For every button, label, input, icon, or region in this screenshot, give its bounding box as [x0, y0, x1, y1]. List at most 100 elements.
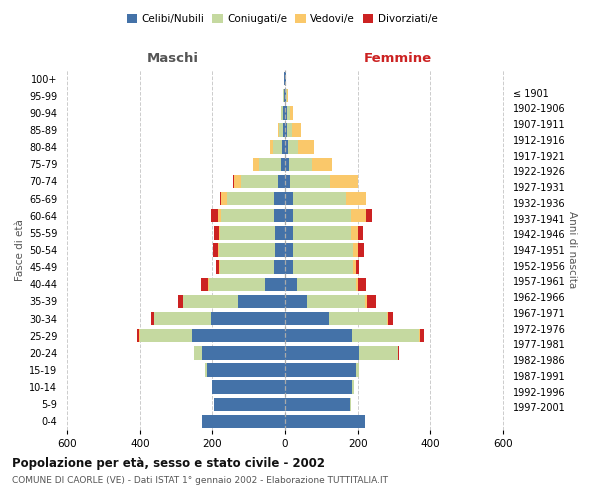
Bar: [285, 244, 293, 256]
Text: Maschi: Maschi: [146, 52, 199, 65]
Bar: [205, 364, 207, 376]
Bar: [218, 226, 220, 239]
Bar: [285, 209, 293, 222]
Bar: [367, 294, 376, 308]
Bar: [194, 346, 202, 360]
Bar: [358, 226, 362, 239]
Bar: [289, 158, 312, 171]
Bar: [279, 124, 283, 136]
Bar: [201, 278, 208, 291]
Bar: [351, 226, 358, 239]
Bar: [352, 380, 354, 394]
Bar: [207, 364, 285, 376]
Bar: [238, 294, 285, 308]
Bar: [353, 244, 358, 256]
Bar: [285, 124, 287, 136]
Y-axis label: Fasce di età: Fasce di età: [14, 219, 25, 281]
Bar: [293, 209, 351, 222]
Bar: [350, 398, 351, 411]
Bar: [202, 346, 285, 360]
Bar: [184, 294, 238, 308]
Bar: [221, 209, 274, 222]
Bar: [285, 89, 286, 102]
Bar: [151, 312, 154, 326]
Bar: [213, 244, 218, 256]
Bar: [293, 244, 353, 256]
Bar: [270, 140, 273, 154]
Bar: [386, 312, 388, 326]
Bar: [281, 158, 285, 171]
Bar: [278, 174, 285, 188]
Bar: [285, 346, 359, 360]
Bar: [274, 192, 285, 205]
Bar: [218, 209, 221, 222]
Bar: [298, 140, 314, 154]
Bar: [208, 278, 209, 291]
Bar: [211, 209, 218, 222]
Bar: [287, 106, 290, 120]
Bar: [356, 278, 358, 291]
Bar: [312, 158, 332, 171]
Bar: [293, 226, 351, 239]
Bar: [137, 329, 139, 342]
Bar: [286, 89, 287, 102]
Bar: [346, 192, 365, 205]
Bar: [220, 192, 221, 205]
Bar: [220, 226, 275, 239]
Bar: [285, 414, 365, 428]
Bar: [154, 312, 211, 326]
Bar: [285, 174, 290, 188]
Bar: [214, 226, 218, 239]
Bar: [356, 364, 359, 376]
Bar: [241, 174, 278, 188]
Legend: Celibi/Nubili, Coniugati/e, Vedovi/e, Divorziati/e: Celibi/Nubili, Coniugati/e, Vedovi/e, Di…: [122, 10, 442, 29]
Bar: [419, 329, 421, 342]
Bar: [202, 414, 285, 428]
Bar: [140, 329, 193, 342]
Bar: [285, 312, 329, 326]
Bar: [259, 158, 281, 171]
Bar: [398, 346, 400, 360]
Bar: [178, 294, 182, 308]
Bar: [285, 140, 288, 154]
Bar: [283, 89, 284, 102]
Bar: [358, 244, 364, 256]
Bar: [216, 260, 219, 274]
Bar: [296, 278, 356, 291]
Text: COMUNE DI CAORLE (VE) - Dati ISTAT 1° gennaio 2002 - Elaborazione TUTTITALIA.IT: COMUNE DI CAORLE (VE) - Dati ISTAT 1° ge…: [12, 476, 388, 485]
Bar: [214, 398, 285, 411]
Bar: [358, 278, 365, 291]
Bar: [275, 226, 285, 239]
Bar: [285, 106, 287, 120]
Bar: [285, 380, 352, 394]
Bar: [352, 329, 419, 342]
Bar: [274, 209, 285, 222]
Bar: [290, 106, 293, 120]
Bar: [287, 124, 292, 136]
Bar: [284, 72, 285, 86]
Bar: [285, 364, 356, 376]
Bar: [221, 192, 227, 205]
Bar: [283, 124, 285, 136]
Bar: [283, 106, 285, 120]
Bar: [288, 140, 298, 154]
Bar: [233, 174, 234, 188]
Bar: [219, 260, 220, 274]
Bar: [365, 192, 366, 205]
Bar: [278, 124, 279, 136]
Bar: [274, 260, 285, 274]
Bar: [285, 158, 289, 171]
Bar: [275, 244, 285, 256]
Bar: [182, 294, 184, 308]
Bar: [281, 106, 283, 120]
Bar: [285, 226, 293, 239]
Bar: [193, 329, 285, 342]
Bar: [285, 294, 307, 308]
Bar: [290, 174, 331, 188]
Bar: [253, 158, 259, 171]
Bar: [273, 140, 282, 154]
Text: Popolazione per età, sesso e stato civile - 2002: Popolazione per età, sesso e stato civil…: [12, 458, 325, 470]
Bar: [285, 398, 350, 411]
Bar: [282, 140, 285, 154]
Bar: [284, 89, 285, 102]
